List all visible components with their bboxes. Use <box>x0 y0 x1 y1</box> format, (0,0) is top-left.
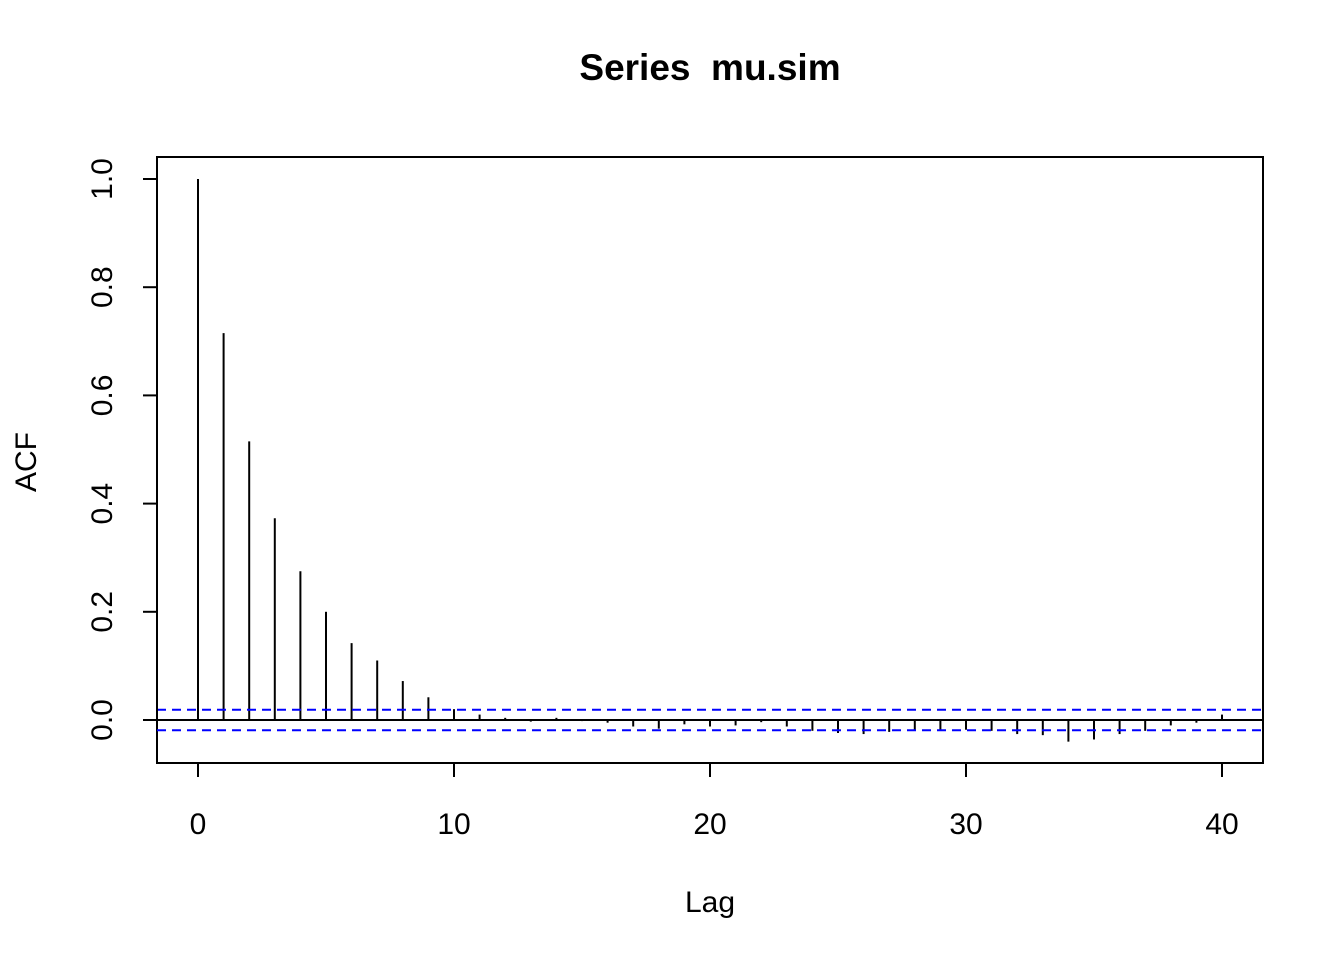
x-tick-label-0: 0 <box>190 808 207 841</box>
x-axis-label: Lag <box>685 886 735 919</box>
y-tick-label-0.2: 0.2 <box>86 591 119 633</box>
y-tick-label-0.6: 0.6 <box>86 375 119 417</box>
x-tick-label-40: 40 <box>1205 808 1238 841</box>
y-tick-label-1.0: 1.0 <box>86 158 119 200</box>
y-axis-label: ACF <box>10 432 43 492</box>
x-tick-label-10: 10 <box>437 808 470 841</box>
reference-lines-group <box>157 708 1263 732</box>
x-tick-label-30: 30 <box>949 808 982 841</box>
y-tick-label-0.4: 0.4 <box>86 483 119 525</box>
x-tick-label-20: 20 <box>693 808 726 841</box>
x-axis: 0 10 20 30 40 <box>190 762 1239 841</box>
chart-title: Series mu.sim <box>579 47 840 88</box>
y-tick-label-0.0: 0.0 <box>86 699 119 741</box>
acf-bars-group <box>197 179 1223 742</box>
y-axis: 0.0 0.2 0.4 0.6 0.8 1.0 <box>86 158 158 741</box>
y-tick-label-0.8: 0.8 <box>86 266 119 308</box>
